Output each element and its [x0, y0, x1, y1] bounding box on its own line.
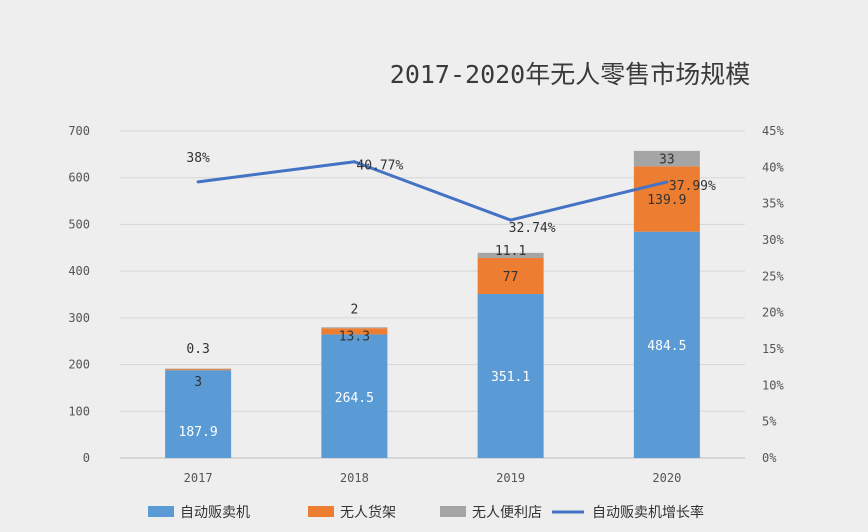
x-tick: 2019 [496, 471, 525, 485]
y-right-tick: 5% [762, 415, 777, 429]
bar-segment [477, 258, 544, 294]
legend-label: 无人便利店 [472, 505, 542, 521]
bar-label: 3 [194, 375, 202, 390]
growth-point [196, 180, 200, 184]
legend-label: 无人货架 [340, 504, 396, 521]
legend-swatch [308, 506, 334, 517]
bar-segment [321, 328, 388, 335]
y-left-tick: 200 [68, 358, 90, 372]
bar-segment [633, 166, 700, 232]
y-right-tick: 25% [762, 269, 784, 283]
y-left-tick: 0 [83, 451, 90, 465]
x-tick: 2018 [340, 471, 369, 485]
y-right-tick: 0% [762, 451, 777, 465]
legend-swatch [440, 506, 466, 517]
y-right-tick: 15% [762, 342, 784, 356]
legend-label: 自动贩卖机增长率 [592, 504, 704, 521]
growth-label: 37.99% [669, 179, 716, 194]
bars [165, 150, 700, 458]
growth-line: 38% 40.77% 32.74% 37.99% [186, 151, 716, 236]
bar-label: 11.1 [495, 244, 526, 259]
y-left-tick: 400 [68, 264, 90, 278]
y-left-tick: 700 [68, 124, 90, 138]
bar-segment [165, 368, 232, 371]
bar-segment [633, 231, 700, 458]
bar-label: 0.3 [186, 342, 209, 357]
bar-label: 77 [503, 270, 519, 285]
bar-label: 187.9 [179, 425, 218, 440]
growth-label: 38% [186, 151, 210, 166]
bar-segment [165, 370, 232, 458]
x-axis: 2017 2018 2019 2020 [120, 457, 745, 485]
bar-label: 264.5 [335, 391, 374, 406]
x-tick: 2020 [652, 471, 681, 485]
legend: 自动贩卖机 无人货架 无人便利店 自动贩卖机增长率 [148, 504, 704, 521]
y-right-tick: 45% [762, 124, 784, 138]
growth-point [352, 160, 356, 164]
y-axis-left: 0 100 200 300 400 500 600 700 [68, 124, 90, 465]
growth-label: 32.74% [509, 221, 556, 236]
bar-label: 351.1 [491, 370, 530, 385]
bar-segment [165, 368, 232, 370]
y-left-tick: 100 [68, 404, 90, 418]
bar-segment [321, 327, 388, 329]
y-left-tick: 600 [68, 171, 90, 185]
growth-point [509, 218, 513, 222]
bar-label: 33 [659, 153, 675, 168]
y-right-tick: 30% [762, 233, 784, 247]
bar-label: 13.3 [339, 329, 370, 344]
y-right-tick: 20% [762, 306, 784, 320]
chart-title: 2017-2020年无人零售市场规模 [390, 60, 750, 89]
bar-segment [633, 150, 700, 167]
y-left-tick: 300 [68, 311, 90, 325]
y-right-tick: 40% [762, 160, 784, 174]
bar-label: 139.9 [647, 193, 686, 208]
bar-segment [477, 293, 544, 458]
y-right-tick: 10% [762, 378, 784, 392]
y-left-tick: 500 [68, 217, 90, 231]
x-tick: 2017 [184, 471, 213, 485]
growth-line-path [197, 160, 668, 222]
growth-point [665, 180, 669, 184]
legend-label: 自动贩卖机 [180, 505, 250, 521]
y-axis-right: 0% 5% 10% 15% 20% 25% 30% 35% 40% 45% [762, 124, 784, 465]
growth-label: 40.77% [356, 159, 403, 174]
y-right-tick: 35% [762, 197, 784, 211]
bar-segment [321, 334, 388, 458]
legend-swatch [148, 506, 174, 517]
bar-label: 484.5 [647, 339, 686, 354]
bar-label: 2 [350, 302, 358, 317]
bar-segment [477, 252, 544, 259]
bar-labels: 187.9 3 0.3 264.5 13.3 2 351.1 77 11.1 484.5 139.9… [179, 153, 687, 441]
